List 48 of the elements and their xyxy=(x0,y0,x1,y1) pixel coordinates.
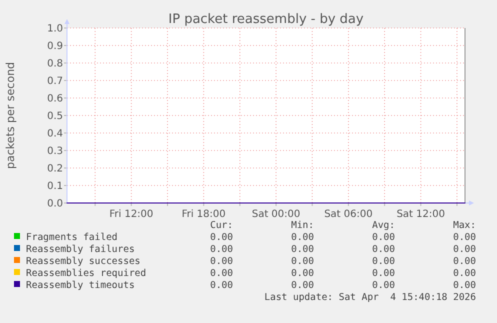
legend-label: Reassembly successes xyxy=(26,256,140,267)
y-tick-label: 0.0 xyxy=(47,198,63,210)
text: 0.00 xyxy=(291,280,314,291)
text: 0.00 xyxy=(291,256,314,267)
text: 0.00 xyxy=(372,280,396,291)
text: 0.00 xyxy=(372,256,396,267)
y-tick-label: 0.5 xyxy=(47,111,63,122)
text: 0.00 xyxy=(453,268,476,279)
y-tick-label: 0.4 xyxy=(47,128,63,140)
y-tick-label: 0.9 xyxy=(47,41,63,52)
text: Cur: xyxy=(210,220,233,231)
y-axis-title: packets per second xyxy=(4,62,17,170)
y-tick-label: 1.0 xyxy=(47,24,63,34)
text: 0.00 xyxy=(453,244,476,255)
legend-label: Reassemblies required xyxy=(26,268,146,279)
text: 0.00 xyxy=(210,268,234,279)
text: 0.00 xyxy=(210,280,234,291)
text: Max: xyxy=(453,220,476,231)
text: Min: xyxy=(291,220,314,231)
legend-label: Reassembly failures xyxy=(26,244,135,255)
text: 0.00 xyxy=(210,232,234,243)
text: Last update: Sat Apr 4 15:40:18 2026 xyxy=(264,292,476,303)
x-tick-label: Sat 12:00 xyxy=(396,209,445,220)
x-tick-label: Sat 00:00 xyxy=(252,209,300,220)
y-tick-label: 0.6 xyxy=(47,94,63,104)
text: 0.00 xyxy=(453,232,476,243)
y-tick-label: 0.3 xyxy=(47,146,63,157)
text: 0.00 xyxy=(291,268,314,279)
x-tick-label: Fri 18:00 xyxy=(182,209,226,220)
text: 0.00 xyxy=(453,256,476,267)
y-tick-label: 0.8 xyxy=(47,58,63,70)
text: 0.00 xyxy=(210,256,234,267)
y-tick-label: 0.2 xyxy=(47,164,63,174)
y-tick-label: 0.7 xyxy=(47,76,63,87)
text: 0.00 xyxy=(372,268,396,279)
chart-title: IP packet reassembly - by day xyxy=(168,12,364,27)
text: 0.00 xyxy=(372,244,396,255)
text: 0.00 xyxy=(453,280,476,291)
legend-label: Reassembly timeouts xyxy=(26,280,135,291)
x-tick-label: Sat 06:00 xyxy=(324,209,373,220)
x-tick-label: Fri 12:00 xyxy=(109,209,154,220)
legend-label: Fragments failed xyxy=(26,232,118,243)
text: 0.00 xyxy=(291,232,314,243)
text: 0.00 xyxy=(210,244,234,255)
text: 0.00 xyxy=(372,232,396,243)
text: Avg: xyxy=(372,220,395,231)
text: 0.00 xyxy=(291,244,314,255)
y-tick-label: 0.1 xyxy=(47,181,63,192)
